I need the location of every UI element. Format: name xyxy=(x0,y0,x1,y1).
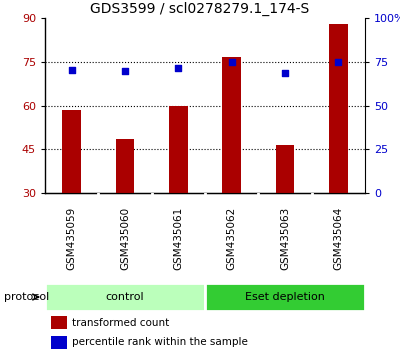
Bar xyxy=(276,145,294,193)
Bar xyxy=(222,57,241,193)
Point xyxy=(68,67,75,73)
Point xyxy=(282,70,288,76)
Text: GSM435061: GSM435061 xyxy=(173,206,183,270)
Text: protocol: protocol xyxy=(4,292,49,302)
Text: transformed count: transformed count xyxy=(72,318,170,327)
Text: percentile rank within the sample: percentile rank within the sample xyxy=(72,337,248,347)
Text: control: control xyxy=(106,292,144,302)
Text: GDS3599 / scl0278279.1_174-S: GDS3599 / scl0278279.1_174-S xyxy=(90,2,310,16)
Point xyxy=(175,65,182,71)
Point xyxy=(335,59,342,64)
Bar xyxy=(51,316,67,329)
Text: Eset depletion: Eset depletion xyxy=(245,292,325,302)
Bar xyxy=(169,105,188,193)
Text: GSM435063: GSM435063 xyxy=(280,206,290,270)
Text: GSM435064: GSM435064 xyxy=(333,206,343,270)
Bar xyxy=(62,110,81,193)
Text: GSM435062: GSM435062 xyxy=(227,206,237,270)
Point xyxy=(122,68,128,73)
Bar xyxy=(45,283,205,311)
Text: GSM435060: GSM435060 xyxy=(120,206,130,269)
Bar xyxy=(116,139,134,193)
Bar xyxy=(329,24,348,193)
Text: GSM435059: GSM435059 xyxy=(67,206,77,270)
Point xyxy=(228,59,235,64)
Bar xyxy=(205,283,365,311)
Bar xyxy=(51,336,67,349)
